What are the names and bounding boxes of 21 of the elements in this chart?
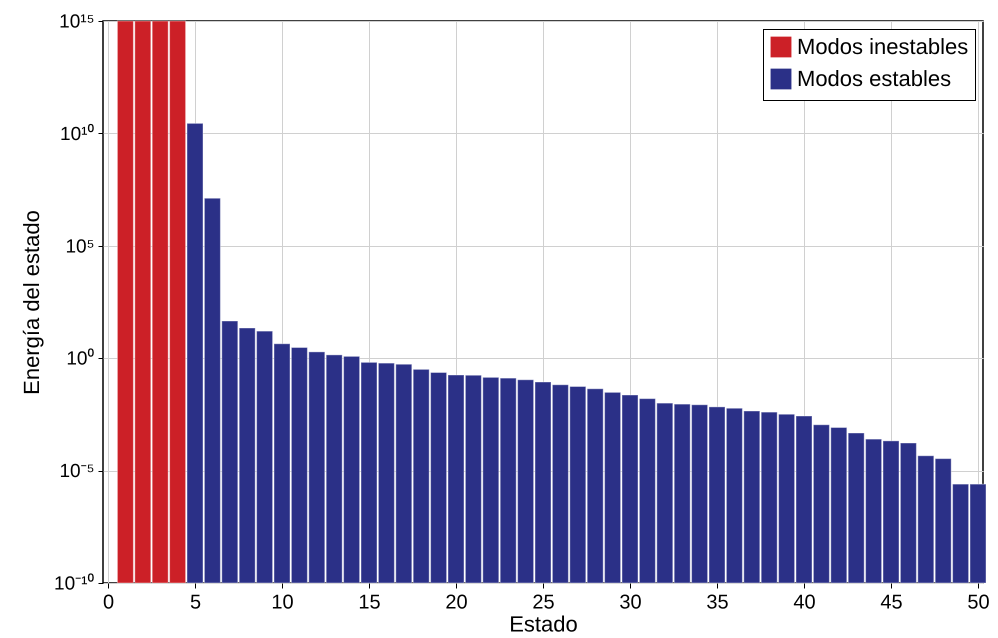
- x-tick-label: 45: [880, 592, 903, 614]
- x-tick-label: 50: [967, 592, 990, 614]
- legend-label: Modos estables: [797, 66, 952, 91]
- y-tick-label: 10⁻¹⁰: [54, 572, 94, 594]
- y-tick-label: 10⁻⁵: [59, 461, 94, 482]
- x-tick-label: 10: [271, 592, 294, 614]
- x-tick-label: 20: [445, 592, 468, 614]
- x-tick-label: 40: [793, 592, 816, 614]
- y-tick-label: 10⁰: [66, 348, 94, 370]
- x-tick-label: 25: [532, 592, 555, 614]
- x-tick-label: 15: [358, 592, 381, 614]
- y-axis-title: Energía del estado: [19, 210, 44, 395]
- legend-label: Modos inestables: [797, 34, 968, 59]
- x-axis-title: Estado: [509, 612, 578, 636]
- x-tick-label: 30: [619, 592, 642, 614]
- x-tick-label: 35: [706, 592, 729, 614]
- y-tick-label: 10¹⁵: [59, 12, 94, 32]
- x-tick-label: 5: [190, 592, 202, 614]
- y-tick-label: 10⁵: [65, 236, 94, 258]
- y-tick-label: 10¹⁰: [60, 122, 94, 145]
- x-tick-label: 0: [102, 592, 114, 614]
